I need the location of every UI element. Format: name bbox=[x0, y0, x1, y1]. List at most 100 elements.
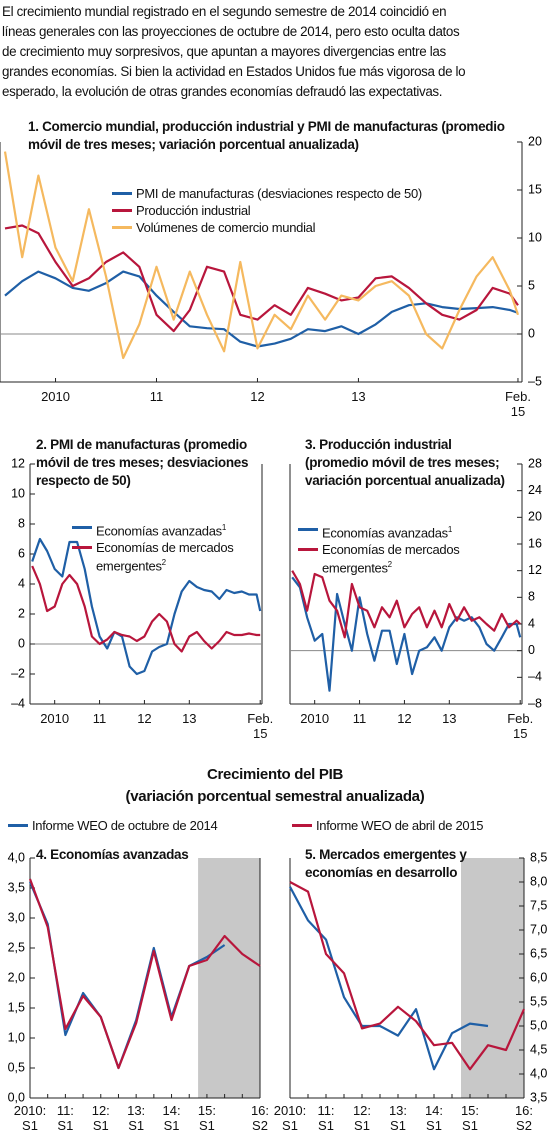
y-tick-label: 6 bbox=[18, 546, 25, 560]
y-tick-label: 4 bbox=[528, 616, 535, 630]
legend-label: Volúmenes de comercio mundial bbox=[136, 220, 316, 235]
legend-entry: Informe WEO de abril de 2015 bbox=[292, 818, 542, 833]
x-tick-label: 16: S2 bbox=[514, 1103, 534, 1133]
legend-entry: Volúmenes de comercio mundial bbox=[112, 220, 532, 235]
legend-label: Informe WEO de abril de 2015 bbox=[316, 818, 484, 833]
projection-shade bbox=[461, 858, 524, 1098]
legend-text: Economías de mercados emergentes2 bbox=[322, 542, 523, 575]
y-tick-label: 1,5 bbox=[8, 1000, 25, 1014]
legend: Informe WEO de octubre de 2014 bbox=[8, 818, 283, 835]
x-tick-label: 13: S1 bbox=[127, 1103, 146, 1133]
y-tick-label: 2,5 bbox=[8, 940, 25, 954]
legend-text: PMI de manufacturas (desviaciones respec… bbox=[136, 186, 422, 201]
x-tick-label: 13 bbox=[442, 711, 457, 726]
y-tick-label: 8,0 bbox=[530, 874, 547, 888]
y-tick-label: 8 bbox=[528, 590, 535, 604]
legend-text: Producción industrial bbox=[136, 203, 251, 218]
series-line bbox=[28, 881, 226, 1070]
y-tick-label: 2,0 bbox=[8, 970, 25, 984]
chart-subtitle: (promedio móvil de tres meses; variación… bbox=[28, 119, 505, 152]
legend-swatch bbox=[72, 546, 92, 550]
legend-swatch bbox=[112, 209, 132, 212]
legend-swatch bbox=[8, 824, 28, 827]
legend-label: PMI de manufacturas (desviaciones respec… bbox=[136, 186, 422, 201]
legend-footnote: 2 bbox=[161, 558, 166, 568]
y-tick-label: 12 bbox=[11, 456, 25, 470]
x-tick-label: 14: S1 bbox=[424, 1103, 444, 1133]
legend: Economías avanzadas1 Economías de mercado… bbox=[298, 522, 523, 578]
legend-text: Economías de mercados emergentes2 bbox=[96, 540, 262, 573]
chart-title-block: 2. PMI de manufacturas (promedio móvil d… bbox=[36, 436, 264, 490]
legend-swatch bbox=[112, 226, 132, 229]
y-tick-label: 3,0 bbox=[8, 910, 25, 924]
legend-footnote: 1 bbox=[221, 523, 226, 532]
y-tick-label: 28 bbox=[528, 456, 542, 470]
series-line bbox=[291, 576, 522, 692]
y-tick-label: 20 bbox=[528, 510, 542, 524]
legend-swatch bbox=[112, 192, 132, 195]
legend-swatch bbox=[72, 526, 92, 529]
section-title: Crecimiento del PIB bbox=[206, 766, 343, 783]
y-tick-label: 15 bbox=[528, 182, 542, 196]
y-tick-label: 20 bbox=[528, 134, 542, 148]
x-tick-label: 2010 bbox=[300, 711, 330, 726]
y-tick-label: –4 bbox=[11, 696, 25, 710]
intro-line: esperado, la evolución de otras grandes … bbox=[2, 84, 443, 99]
y-tick-label: 6,0 bbox=[530, 970, 547, 984]
intro-line: líneas generales con las proyecciones de… bbox=[2, 24, 460, 39]
legend-entry: Informe WEO de octubre de 2014 bbox=[8, 818, 283, 833]
y-tick-label: –8 bbox=[528, 696, 542, 710]
x-tick-label: 12: S1 bbox=[91, 1103, 110, 1133]
x-tick-label: 2010 bbox=[40, 711, 70, 726]
y-tick-label: 16 bbox=[528, 536, 542, 550]
y-tick-label: 6,5 bbox=[530, 946, 547, 960]
x-tick-label: 11: S1 bbox=[317, 1103, 335, 1133]
intro-line: grandes economías. Si bien la actividad … bbox=[2, 64, 466, 79]
y-tick-label: 10 bbox=[11, 486, 25, 500]
chart-title: 3. Producción industrial bbox=[305, 437, 452, 452]
x-tick-label: 12: S1 bbox=[352, 1103, 372, 1133]
x-tick-label: 16: S2 bbox=[250, 1103, 270, 1133]
y-tick-label: 8,5 bbox=[530, 850, 547, 864]
x-tick-label: 2010: S1 bbox=[273, 1103, 307, 1133]
series-line bbox=[31, 537, 262, 676]
y-tick-label: 0 bbox=[18, 636, 25, 650]
section-subtitle: (variación porcentual semestral anualiza… bbox=[125, 788, 425, 805]
x-tick-label: 15: S1 bbox=[197, 1103, 216, 1133]
y-tick-label: 1,0 bbox=[8, 1030, 25, 1044]
y-tick-label: –4 bbox=[528, 670, 542, 684]
x-tick-label: 12 bbox=[250, 389, 265, 404]
legend-text: Economías avanzadas1 bbox=[322, 522, 452, 540]
y-tick-label: –5 bbox=[528, 374, 542, 388]
y-tick-label: 5,5 bbox=[530, 994, 547, 1008]
x-tick-label: 15: S1 bbox=[460, 1103, 480, 1133]
chart-title: 1. Comercio mundial, producción industri… bbox=[28, 119, 438, 134]
legend-text: Economías avanzadas1 bbox=[96, 520, 226, 538]
chart-title-block: 1. Comercio mundial, producción industri… bbox=[28, 118, 508, 154]
x-tick-label: 2010: S1 bbox=[13, 1103, 47, 1133]
legend: Informe WEO de abril de 2015 bbox=[292, 818, 542, 835]
x-tick-label: 13 bbox=[182, 711, 197, 726]
legend-text: Informe WEO de octubre de 2014 bbox=[32, 818, 218, 833]
y-tick-label: –2 bbox=[11, 666, 25, 680]
chart-title: 5. Mercados emergentes y economías en de… bbox=[305, 847, 467, 880]
y-tick-label: 3,5 bbox=[530, 1090, 547, 1104]
legend-label: Economías de mercados emergentes bbox=[322, 542, 460, 576]
chart-subtitle: (promedio móvil de tres meses; variación… bbox=[305, 455, 505, 488]
x-tick-label: 11: S1 bbox=[56, 1103, 74, 1133]
y-tick-label: 5,0 bbox=[530, 1018, 547, 1032]
intro-line: de crecimiento muy sorpresivos, que apun… bbox=[2, 44, 446, 59]
legend-label: Economías de mercados emergentes bbox=[96, 540, 234, 574]
legend-entry: Economías de mercados emergentes2 bbox=[72, 540, 262, 574]
series-line bbox=[4, 224, 519, 333]
series-line bbox=[3, 151, 520, 360]
y-tick-label: 24 bbox=[528, 483, 542, 497]
x-tick-label: 12 bbox=[397, 711, 412, 726]
y-tick-label: 0 bbox=[528, 326, 535, 340]
series-line bbox=[31, 565, 261, 653]
projection-shade bbox=[198, 858, 260, 1098]
legend-entry: Producción industrial bbox=[112, 203, 532, 218]
y-tick-label: 7,0 bbox=[530, 922, 547, 936]
x-tick-label: 14: S1 bbox=[162, 1103, 181, 1133]
